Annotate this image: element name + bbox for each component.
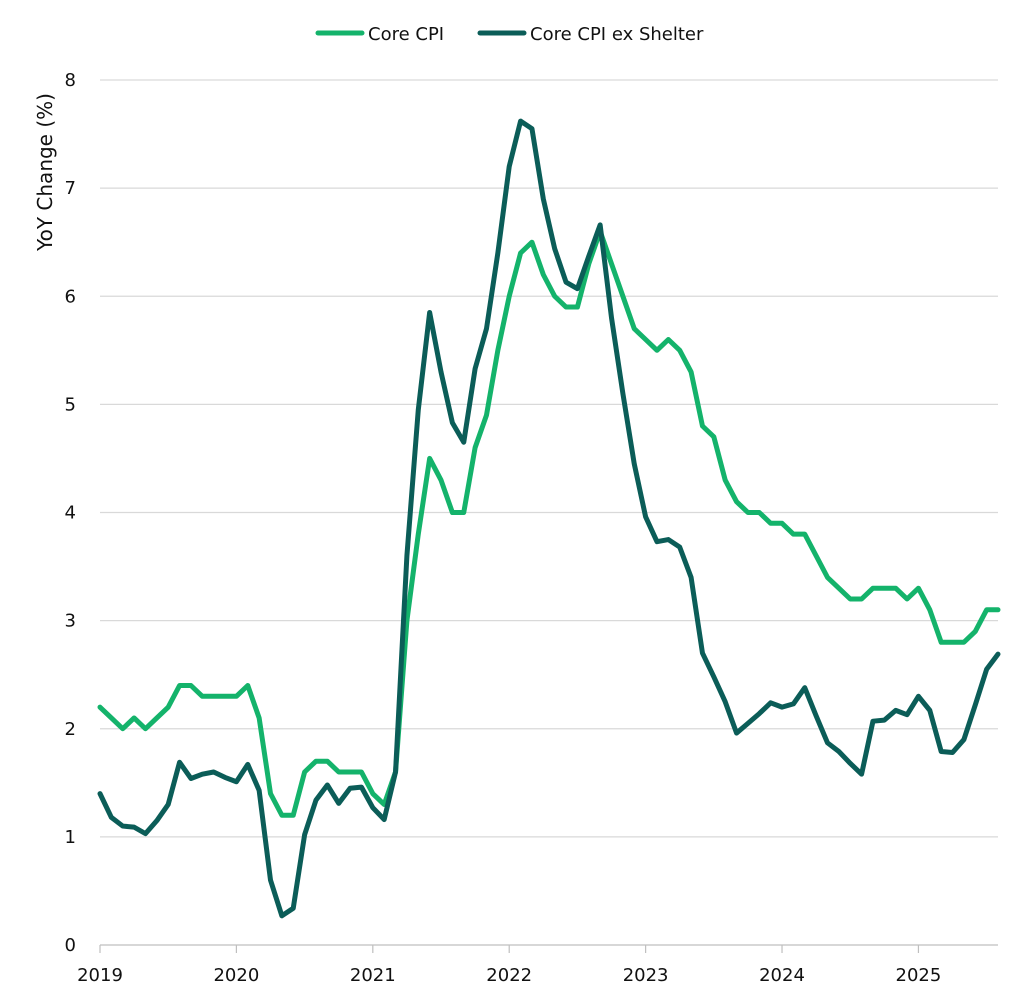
- x-tick-label: 2019: [77, 965, 123, 986]
- x-axis: 2019 2020 2021 2022 2023 2024 2025: [77, 945, 998, 986]
- x-tick-label: 2023: [623, 965, 669, 986]
- legend-label: Core CPI ex Shelter: [530, 24, 704, 45]
- series-core-cpi: [100, 231, 998, 815]
- y-tick-label: 2: [65, 719, 76, 740]
- y-tick-label: 7: [65, 178, 76, 199]
- y-tick-label: 1: [65, 827, 76, 848]
- legend-item: Core CPI: [318, 24, 444, 45]
- y-axis-ticks: 0 1 2 3 4 5 6 7 8: [65, 70, 76, 956]
- x-tick-label: 2024: [759, 965, 805, 986]
- y-tick-label: 5: [65, 394, 76, 415]
- x-tick-label: 2020: [213, 965, 259, 986]
- y-tick-label: 8: [65, 70, 76, 91]
- y-tick-label: 6: [65, 286, 76, 307]
- legend-item: Core CPI ex Shelter: [480, 24, 704, 45]
- x-tick-label: 2021: [350, 965, 396, 986]
- y-tick-label: 0: [65, 935, 76, 956]
- x-tick-label: 2025: [896, 965, 942, 986]
- y-tick-label: 3: [65, 611, 76, 632]
- series-line: [100, 231, 998, 815]
- legend-label: Core CPI: [368, 24, 444, 45]
- gridlines: [100, 80, 998, 837]
- series-lines: [100, 121, 998, 916]
- series-line: [100, 121, 998, 916]
- legend: Core CPI Core CPI ex Shelter: [318, 24, 704, 45]
- series-core-cpi-ex-shelter: [100, 121, 998, 916]
- y-axis-title: YoY Change (%): [33, 93, 57, 252]
- x-tick-label: 2022: [486, 965, 532, 986]
- y-tick-label: 4: [65, 503, 76, 524]
